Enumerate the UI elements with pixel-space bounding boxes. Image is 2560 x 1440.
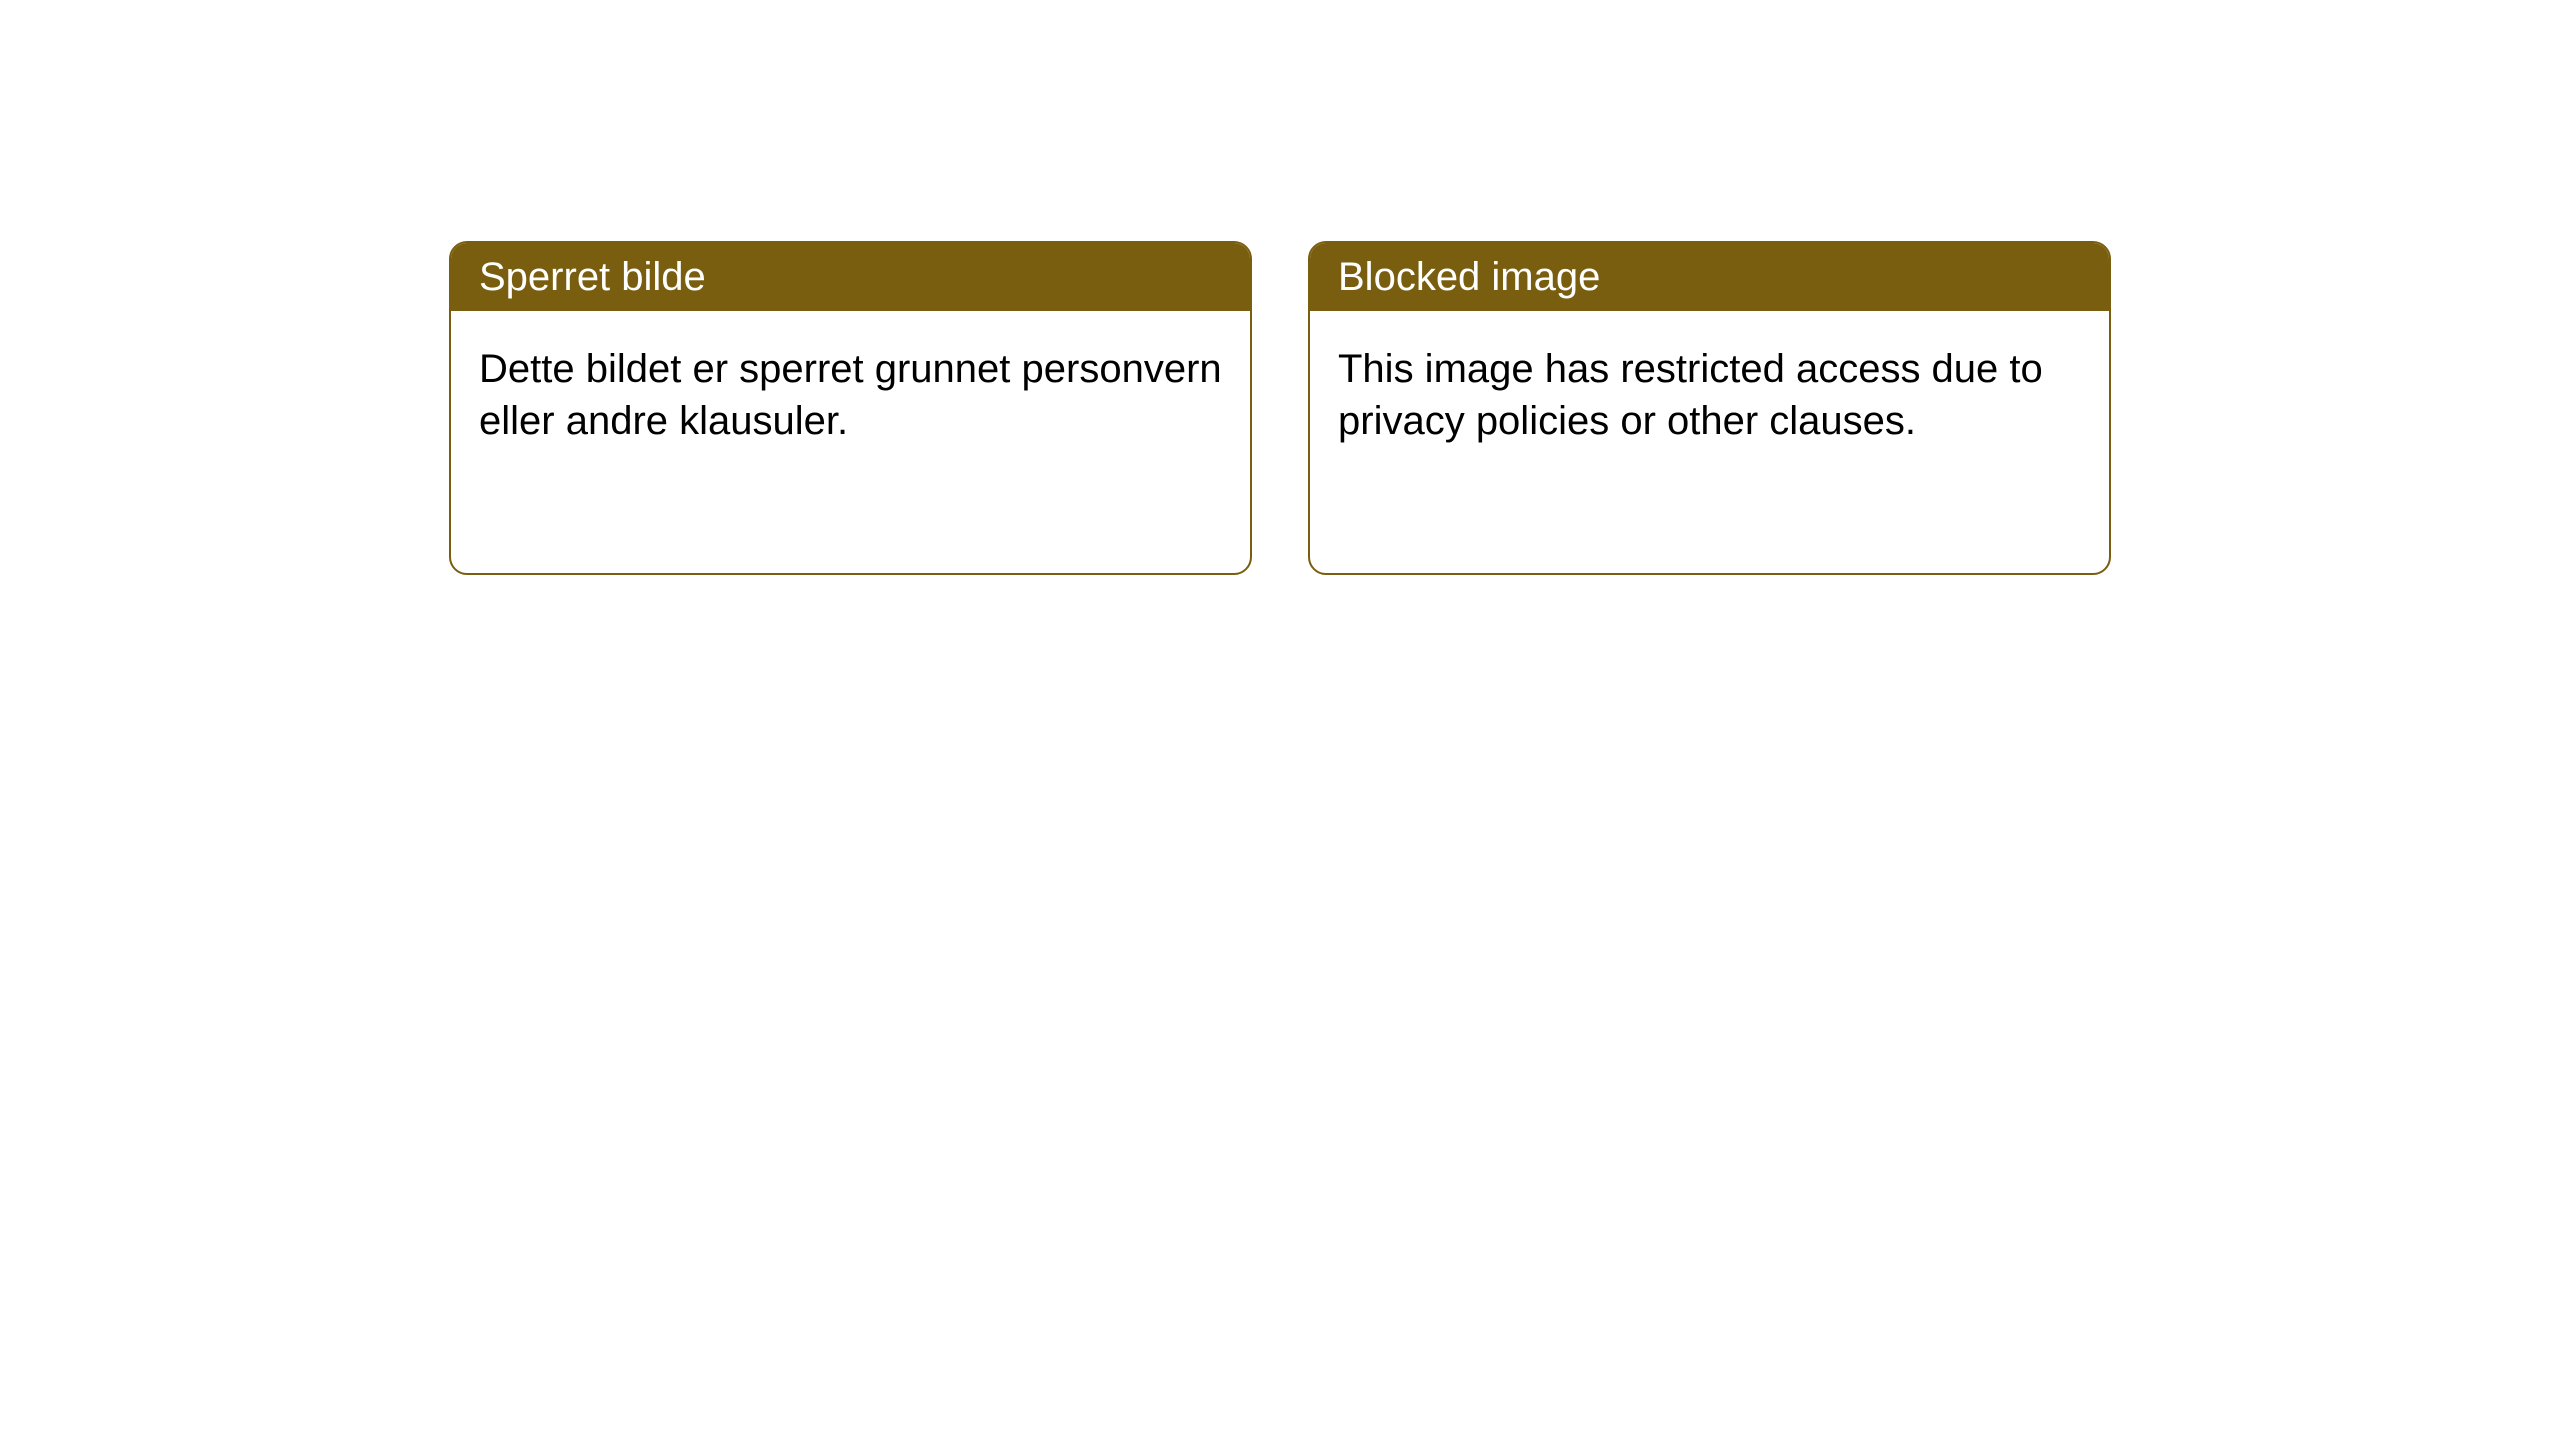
notice-header: Blocked image [1310,243,2109,311]
notice-container: Sperret bilde Dette bildet er sperret gr… [449,241,2111,575]
notice-body: This image has restricted access due to … [1310,311,2109,479]
notice-card-norwegian: Sperret bilde Dette bildet er sperret gr… [449,241,1252,575]
notice-header: Sperret bilde [451,243,1250,311]
notice-body: Dette bildet er sperret grunnet personve… [451,311,1250,479]
notice-card-english: Blocked image This image has restricted … [1308,241,2111,575]
